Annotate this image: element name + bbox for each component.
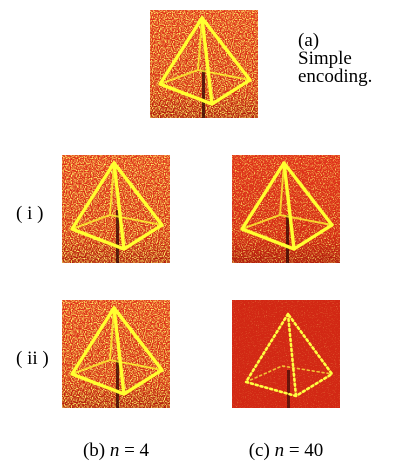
panel-label: (a) (298, 30, 319, 51)
image-b-i (62, 155, 170, 263)
caption-line: encoding. (298, 66, 372, 87)
image-c-i (232, 155, 340, 263)
caption-suffix: = 4 (119, 440, 149, 461)
caption-variable: n (110, 440, 120, 461)
image-a (150, 10, 258, 118)
image-b-ii (62, 300, 170, 408)
row-label: ( ii ) (16, 348, 49, 369)
column-caption: (c) n = 40 (249, 440, 324, 461)
column-caption: (b) n = 4 (83, 440, 150, 461)
caption-line: Simple (298, 48, 352, 69)
caption-suffix: = 40 (284, 440, 323, 461)
caption-prefix: (c) (249, 440, 275, 461)
row-label: ( i ) (16, 203, 43, 224)
image-c-ii (232, 300, 340, 408)
caption-prefix: (b) (83, 440, 110, 461)
caption-variable: n (275, 440, 285, 461)
